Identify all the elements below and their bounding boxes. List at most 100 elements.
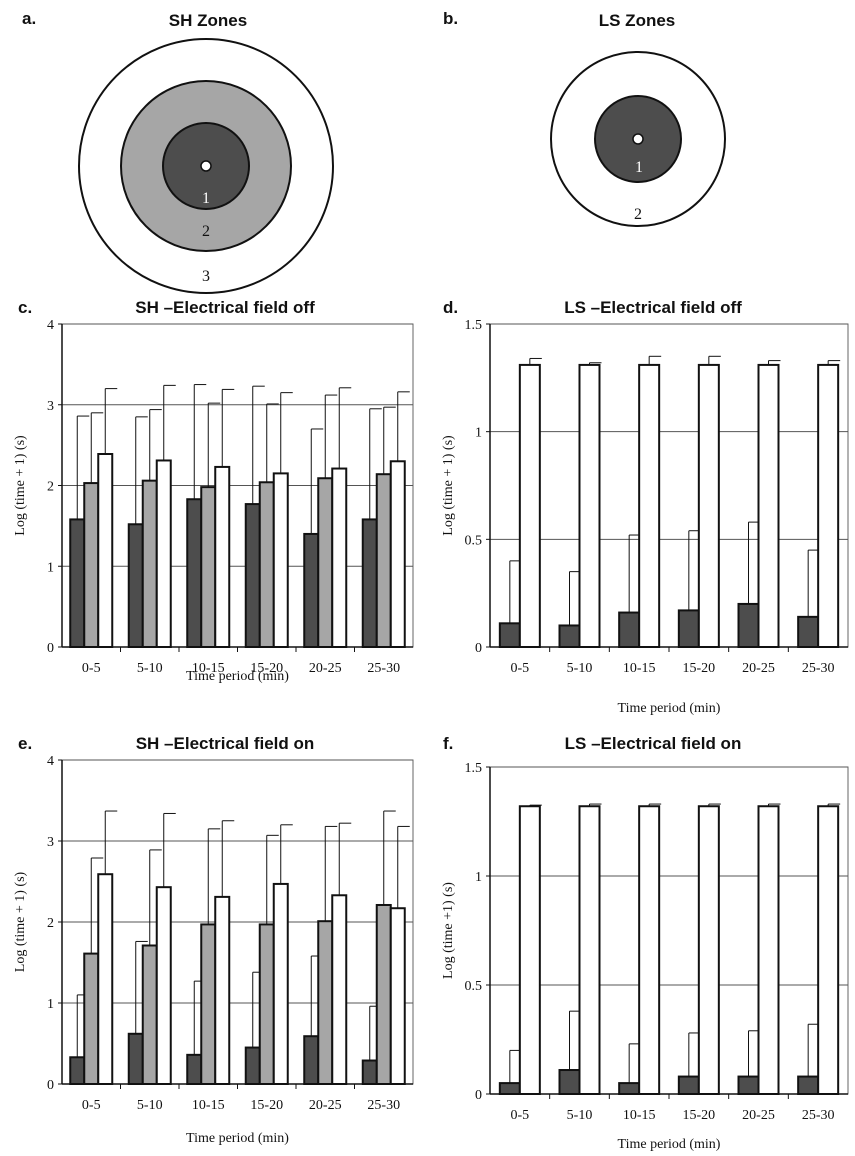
bar	[817, 805, 840, 1095]
bar	[258, 923, 275, 1085]
chart-sh-field-on: e. SH –Electrical field on 0 1 2 3 4 0-5 5-10 10-…	[13, 734, 414, 1146]
bar	[518, 805, 541, 1095]
y-tick-label: 1	[47, 560, 54, 575]
y-axis-label: Log (time + 1) (s)	[441, 435, 456, 536]
x-tick-label: 10-15	[623, 1108, 656, 1123]
sh-zone-2-label: 2	[202, 223, 210, 240]
bar	[697, 805, 720, 1095]
chart-ls-field-off: d. LS –Electrical field off 0 0.5 1 1.5 0-5 5-1…	[441, 298, 849, 716]
bar	[127, 1032, 144, 1086]
bar	[97, 453, 114, 648]
x-tick-label: 10-15	[623, 661, 656, 676]
bar	[638, 805, 661, 1095]
bar	[558, 1069, 581, 1096]
bar	[361, 518, 378, 648]
sh-zones-diagram: a. SH Zones 1 2 3	[22, 9, 334, 294]
chart-sh-field-off: c. SH –Electrical field off 0 1 2 3 4 0-5 5-10 10…	[13, 298, 414, 684]
plot-area	[489, 323, 849, 648]
sh-zones-title: SH Zones	[169, 11, 247, 30]
bar	[361, 1059, 378, 1086]
x-tick-label: 20-25	[742, 1108, 775, 1123]
sh-zone-1-label: 1	[202, 190, 210, 207]
x-tick-label: 10-15	[192, 661, 225, 676]
x-tick-label: 0-5	[510, 1108, 529, 1123]
x-tick-label: 20-25	[309, 1098, 342, 1113]
bar	[331, 894, 348, 1086]
y-tick-label: 0	[475, 1088, 482, 1103]
bar	[186, 498, 203, 649]
bar	[797, 1075, 820, 1096]
x-tick-label: 15-20	[250, 1098, 283, 1113]
x-tick-label: 20-25	[742, 661, 775, 676]
bar	[638, 363, 661, 648]
bar	[757, 363, 780, 648]
x-tick-label: 25-30	[802, 1108, 835, 1123]
x-tick-label: 15-20	[250, 661, 283, 676]
bar	[97, 873, 114, 1086]
x-tick-label: 25-30	[367, 1098, 400, 1113]
bar	[737, 1075, 760, 1096]
bar	[127, 523, 144, 649]
x-axis-label: Time period (min)	[618, 701, 721, 716]
bar	[375, 473, 392, 648]
x-tick-label: 0-5	[510, 661, 529, 676]
x-axis-label: Time period (min)	[186, 669, 289, 684]
bar	[303, 1035, 320, 1085]
bar	[375, 903, 392, 1085]
plot-area	[489, 766, 849, 1095]
bar	[618, 1082, 641, 1095]
y-tick-label: 0	[47, 1078, 54, 1093]
y-tick-label: 1	[475, 426, 482, 441]
x-tick-label: 15-20	[682, 661, 715, 676]
chart-title: LS –Electrical field off	[564, 298, 742, 317]
bar	[155, 886, 172, 1085]
bar	[214, 465, 231, 648]
x-tick-label: 5-10	[567, 661, 593, 676]
y-tick-label: 1.5	[465, 761, 483, 776]
bar	[141, 944, 158, 1085]
bar	[498, 622, 521, 649]
bar	[618, 611, 641, 649]
bar	[817, 363, 840, 648]
y-tick-label: 3	[47, 399, 54, 414]
x-tick-label: 0-5	[82, 661, 101, 676]
y-tick-label: 0	[47, 641, 54, 656]
ls-zones-diagram: b. LS Zones 1 2	[443, 9, 726, 227]
y-tick-label: 1	[47, 997, 54, 1012]
bar	[498, 1082, 521, 1095]
bar	[578, 805, 601, 1095]
x-tick-label: 0-5	[82, 1098, 101, 1113]
bar	[389, 907, 406, 1085]
y-tick-label: 0.5	[465, 533, 483, 548]
ls-center-marker	[632, 133, 644, 145]
bar	[697, 363, 720, 648]
x-tick-label: 20-25	[309, 661, 342, 676]
x-axis-label: Time period (min)	[618, 1137, 721, 1152]
bar	[69, 518, 86, 648]
bar	[797, 615, 820, 648]
y-tick-label: 0.5	[465, 979, 483, 994]
x-tick-label: 5-10	[137, 661, 163, 676]
ls-zone-1-label: 1	[635, 159, 643, 176]
bar	[737, 602, 760, 649]
chart-title: LS –Electrical field on	[565, 734, 742, 753]
bar	[141, 479, 158, 648]
x-tick-label: 5-10	[567, 1108, 593, 1123]
y-tick-label: 2	[47, 480, 54, 495]
x-tick-label: 25-30	[802, 661, 835, 676]
bar	[317, 920, 334, 1085]
ls-zones-title: LS Zones	[599, 11, 676, 30]
y-tick-label: 2	[47, 916, 54, 931]
bar	[677, 1075, 700, 1096]
y-tick-label: 4	[47, 318, 54, 333]
bar	[200, 486, 217, 648]
x-tick-label: 25-30	[367, 661, 400, 676]
panel-letter-b: b.	[443, 9, 458, 28]
sh-zone-3-label: 3	[202, 268, 210, 285]
bar	[200, 923, 217, 1085]
chart-ls-field-on: f. LS –Electrical field on 0 0.5 1 1.5 0-5 5-10…	[441, 734, 849, 1152]
panel-letter: e.	[18, 734, 32, 753]
bar	[155, 459, 172, 648]
bar	[244, 1046, 261, 1086]
